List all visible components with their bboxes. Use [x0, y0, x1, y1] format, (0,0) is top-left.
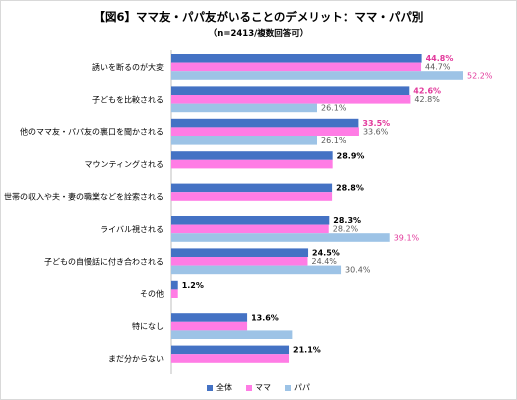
bar-2 — [171, 233, 390, 242]
category-label: ライバル視される — [100, 225, 164, 234]
chart-title: 【図6】ママ友・パパ友がいることのデメリット：ママ・パパ別 — [93, 10, 424, 24]
category-label: 誘いを断るのが大変 — [92, 62, 164, 72]
legend-swatch-mama — [246, 384, 252, 391]
bar-0 — [171, 86, 410, 95]
data-label: 24.4% — [311, 257, 337, 266]
category-label: 子どもの自慢話に付き合わされる — [44, 256, 164, 266]
category-label: 他のママ友・パパ友の裏口を聞かされる — [20, 127, 164, 137]
bar-0 — [171, 280, 178, 290]
bar-0 — [171, 248, 309, 257]
legend-swatch-papa — [285, 384, 291, 391]
bar-1 — [171, 62, 422, 72]
bar-0 — [171, 183, 333, 193]
bar-2 — [171, 103, 317, 113]
data-label: 39.1% — [394, 233, 420, 242]
legend-swatch-all — [207, 384, 213, 391]
bar-1 — [171, 354, 290, 363]
category-label: 世帯の収入や夫・妻の職業などを詮索される — [4, 192, 164, 202]
data-label: 1.2% — [182, 281, 204, 290]
data-label: 52.2% — [467, 71, 493, 80]
bar-1 — [171, 257, 308, 266]
category-label: 特になし — [132, 321, 164, 331]
bar-0 — [171, 151, 333, 160]
legend-item-all: 全体 — [207, 382, 232, 393]
bar-1 — [171, 127, 359, 136]
category-label: 子どもを比較される — [92, 94, 164, 104]
category-label: その他 — [140, 289, 164, 299]
data-label: 28.2% — [333, 225, 359, 234]
data-label: 33.6% — [363, 128, 389, 137]
data-label: 26.1% — [321, 104, 347, 113]
data-label: 28.8% — [336, 184, 364, 193]
bar-1 — [171, 192, 333, 201]
bar-0 — [171, 345, 290, 355]
bar-1 — [171, 289, 178, 298]
bar-2 — [171, 136, 317, 145]
bar-2 — [171, 71, 463, 80]
data-label: 26.1% — [321, 136, 347, 145]
chart-subtitle: （n=2413/複数回答可） — [208, 29, 309, 39]
data-label: 24.5% — [312, 249, 340, 258]
highlight-label: 42.6% — [413, 87, 441, 96]
highlight-label: 44.8% — [426, 54, 454, 63]
bar-0 — [171, 54, 422, 63]
data-label: 13.6% — [251, 313, 279, 322]
legend-label-all: 全体 — [216, 383, 232, 392]
data-label: 28.3% — [333, 216, 361, 225]
data-label: 44.7% — [425, 63, 451, 72]
bar-0 — [171, 118, 359, 128]
bar-0 — [171, 313, 248, 322]
category-label: マウンティングされる — [84, 159, 164, 169]
bar-1 — [171, 321, 248, 331]
category-label: まだ分からない — [108, 355, 164, 364]
bar-2 — [171, 330, 293, 339]
data-label: 42.8% — [414, 95, 440, 104]
highlight-label: 33.5% — [362, 119, 390, 128]
data-label: 30.4% — [345, 266, 371, 275]
bar-1 — [171, 159, 333, 169]
data-label: 21.1% — [293, 346, 321, 355]
legend-label-mama: ママ — [255, 383, 271, 392]
bar-2 — [171, 265, 342, 275]
bar-1 — [171, 95, 411, 104]
legend: 全体 ママ パパ — [0, 382, 517, 393]
legend-item-papa: パパ — [285, 382, 310, 393]
data-label: 28.9% — [337, 151, 365, 160]
bar-0 — [171, 216, 330, 225]
bar-1 — [171, 224, 329, 234]
legend-label-papa: パパ — [294, 383, 310, 392]
legend-item-mama: ママ — [246, 382, 271, 393]
